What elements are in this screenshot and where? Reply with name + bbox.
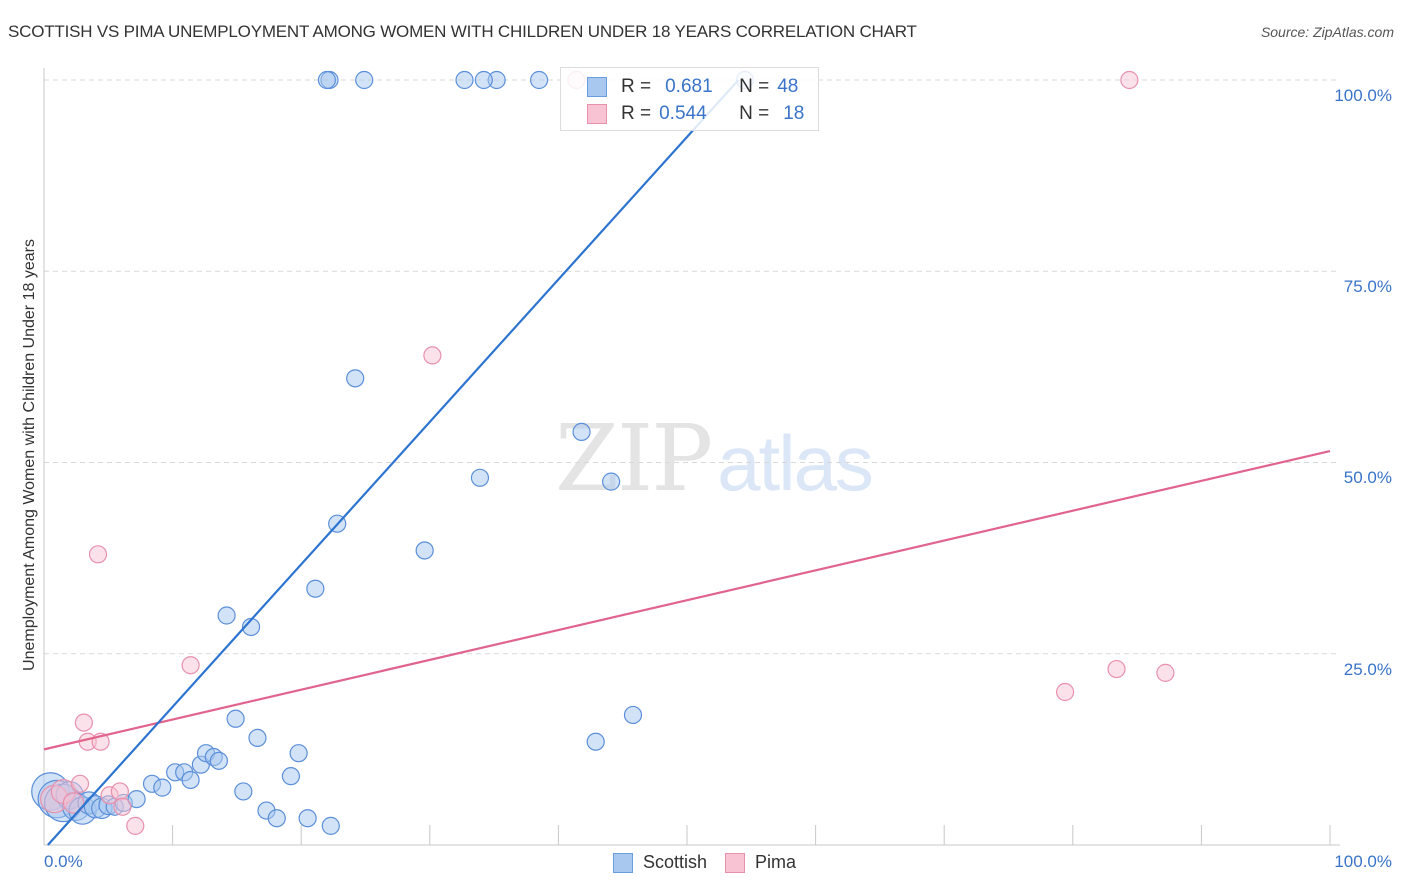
scottish-swatch-icon xyxy=(587,77,607,97)
pima-swatch-icon xyxy=(725,852,746,873)
data-point xyxy=(1055,682,1075,702)
x-tick-0: 0.0% xyxy=(44,852,83,871)
n-value: 48 xyxy=(777,76,799,97)
legend-label: Pima xyxy=(755,852,797,872)
data-point xyxy=(209,751,228,770)
r-value: 0.544 xyxy=(659,103,707,124)
n-label: N = xyxy=(739,76,770,97)
data-point xyxy=(181,656,200,675)
data-point xyxy=(602,472,621,491)
data-point xyxy=(623,705,643,725)
data-point xyxy=(470,468,490,487)
data-point xyxy=(415,541,434,560)
data-point xyxy=(586,732,605,751)
legend-item-scottish[interactable]: Scottish xyxy=(613,852,707,873)
data-point xyxy=(74,713,93,732)
data-point xyxy=(181,770,200,790)
n-label: N = xyxy=(739,103,770,124)
data-point xyxy=(267,809,286,828)
data-point xyxy=(455,70,474,90)
data-point xyxy=(572,422,591,441)
data-point xyxy=(1107,659,1126,679)
scottish-points xyxy=(31,70,754,835)
legend-row-scottish: R = 0.681 N = 48 xyxy=(587,75,798,99)
data-point xyxy=(234,782,253,801)
y-tick-75: 75.0% xyxy=(1343,277,1392,296)
y-tick-25: 25.0% xyxy=(1343,660,1392,679)
data-point xyxy=(217,606,236,625)
x-tick-100: 100.0% xyxy=(1334,852,1392,871)
chart-title: SCOTTISH VS PIMA UNEMPLOYMENT AMONG WOME… xyxy=(8,22,917,41)
data-point xyxy=(62,792,85,814)
data-point xyxy=(248,728,267,748)
axes xyxy=(43,68,1340,846)
y-tick-50: 50.0% xyxy=(1343,468,1392,487)
legend-label: Scottish xyxy=(643,852,708,872)
data-point xyxy=(70,774,90,793)
data-point xyxy=(126,816,145,835)
data-point xyxy=(113,797,132,816)
correlation-legend: R = 0.681 N = 48 R = 0.544 N = 18 xyxy=(560,67,819,131)
data-point xyxy=(423,346,442,365)
data-point xyxy=(346,369,365,388)
scottish-swatch-icon xyxy=(613,852,633,873)
r-value: 0.681 xyxy=(665,76,713,97)
legend-row-pima: R = 0.544 N = 18 xyxy=(587,102,804,126)
data-point xyxy=(530,70,549,90)
data-point xyxy=(321,816,340,835)
data-point xyxy=(127,789,146,809)
pima-points xyxy=(40,70,1175,835)
data-point xyxy=(474,70,493,90)
trendlines xyxy=(43,79,1331,846)
y-axis-label: Unemployment Among Women with Children U… xyxy=(21,239,38,671)
pima-swatch-icon xyxy=(587,104,607,124)
data-point xyxy=(153,778,172,797)
data-point xyxy=(306,579,325,598)
data-point xyxy=(226,709,245,728)
data-point xyxy=(1156,663,1175,682)
y-tick-100: 100.0% xyxy=(1334,86,1392,105)
legend-item-pima[interactable]: Pima xyxy=(725,852,796,873)
series-legend: Scottish Pima xyxy=(613,852,814,873)
data-point xyxy=(1120,70,1139,90)
source-label: Source: ZipAtlas.com xyxy=(1260,24,1394,40)
data-point xyxy=(355,70,374,90)
data-point xyxy=(88,545,108,564)
data-point xyxy=(298,809,317,828)
pima-trendline xyxy=(43,449,1331,751)
r-label: R = xyxy=(621,76,652,97)
data-point xyxy=(281,767,301,786)
gridlines xyxy=(44,79,1340,655)
n-value: 18 xyxy=(783,103,805,124)
data-point xyxy=(317,70,337,90)
scottish-trendline xyxy=(47,79,740,846)
data-point xyxy=(110,782,129,801)
data-point xyxy=(289,744,308,763)
r-label: R = xyxy=(621,103,652,124)
